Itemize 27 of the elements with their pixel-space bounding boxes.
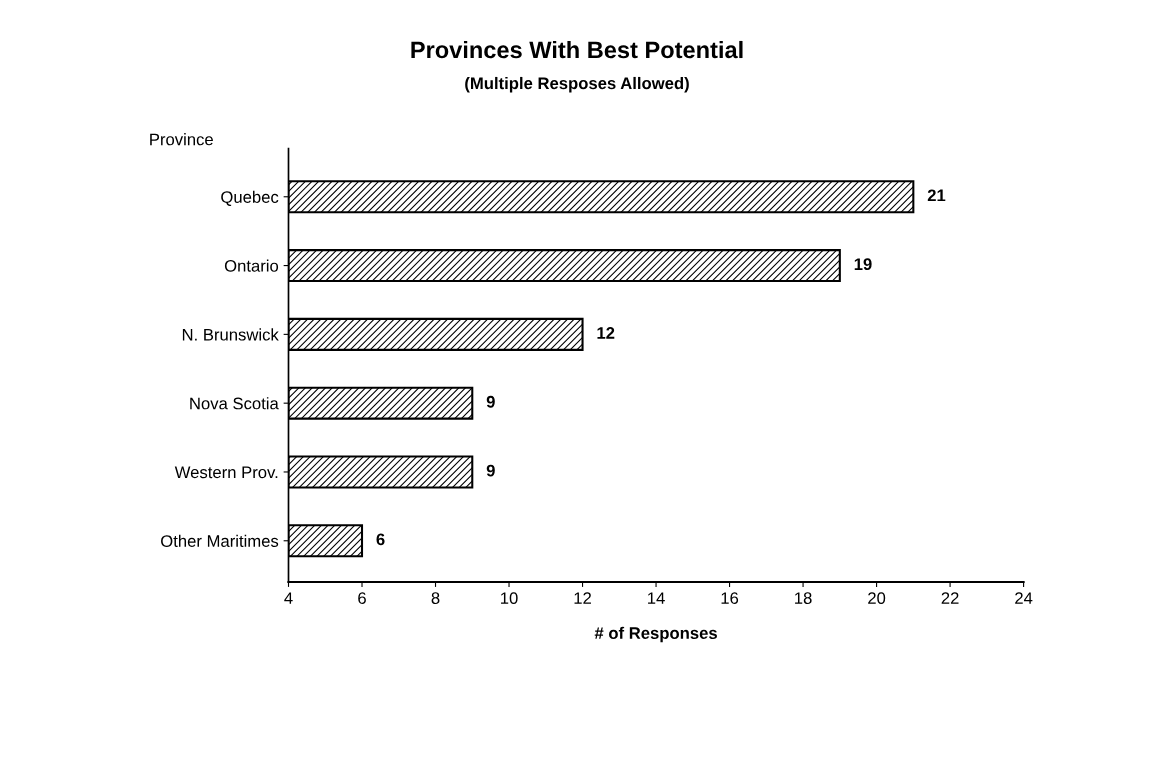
chart-subtitle: (Multiple Resposes Allowed) bbox=[465, 76, 689, 93]
y-tick-label: Ontario bbox=[224, 259, 279, 272]
data-label: 9 bbox=[486, 464, 495, 477]
y-tick-label: Other Maritimes bbox=[161, 534, 279, 547]
x-tick-label: 18 bbox=[795, 592, 812, 605]
data-label: 6 bbox=[376, 533, 385, 546]
x-tick-label: 16 bbox=[721, 592, 739, 605]
x-tick-label: 20 bbox=[868, 592, 886, 605]
y-tick-label: Quebec bbox=[221, 190, 279, 206]
x-tick-label: 22 bbox=[941, 592, 959, 604]
y-tick-label: Nova Scotia bbox=[190, 397, 279, 410]
data-label: 12 bbox=[597, 327, 615, 339]
x-tick-label: 14 bbox=[648, 592, 665, 604]
x-tick-label: 10 bbox=[501, 592, 518, 605]
y-axis-title: Province bbox=[150, 133, 213, 146]
data-label: 21 bbox=[927, 189, 946, 202]
y-tick-label: N. Brunswick bbox=[182, 328, 279, 341]
x-tick-label: 8 bbox=[431, 592, 440, 605]
x-axis-title: # of Responses bbox=[594, 626, 717, 643]
x-tick-label: 4 bbox=[284, 592, 293, 604]
data-label: 9 bbox=[486, 395, 495, 408]
x-tick-label: 6 bbox=[358, 592, 366, 605]
chart-title: Provinces With Best Potential bbox=[411, 40, 743, 59]
data-label: 19 bbox=[854, 258, 872, 271]
y-tick-label: Western Prov. bbox=[174, 466, 278, 479]
x-tick-label: 24 bbox=[1015, 592, 1033, 604]
x-tick-label: 12 bbox=[574, 592, 591, 604]
